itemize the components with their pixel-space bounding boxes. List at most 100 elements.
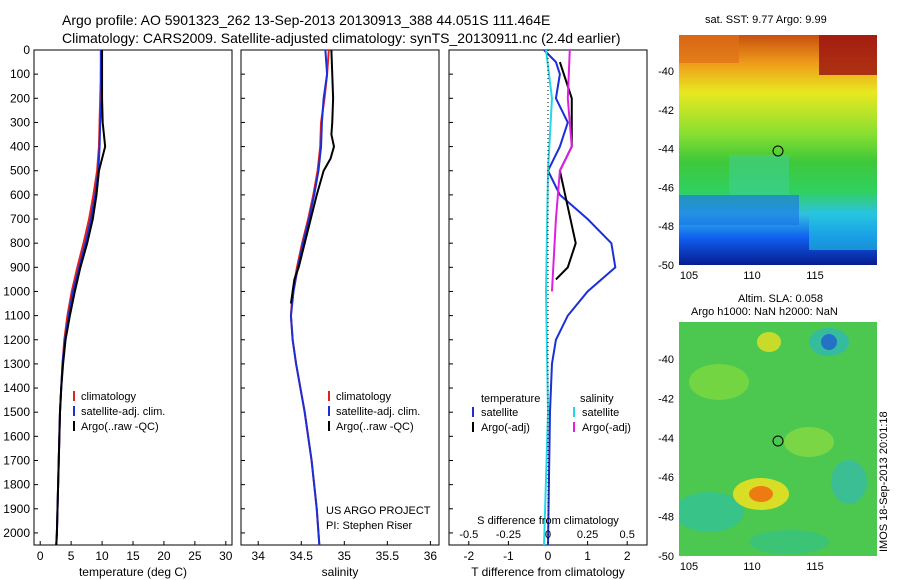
map-x-tick-label: 110 — [743, 270, 761, 282]
legend-header-temperature: temperature — [481, 393, 540, 405]
sst-map-canvas — [679, 35, 877, 265]
series-line-argo--adj- — [550, 49, 573, 292]
y-tick-label: 1700 — [3, 453, 30, 467]
x-tick-label-secondary: 0 — [545, 529, 551, 541]
x-tick-label-secondary: -0.25 — [496, 529, 521, 541]
series-line-satellite-adj--clim- — [55, 50, 103, 546]
x-axis-label: temperature (deg C) — [79, 565, 187, 579]
legend-label: Argo(..raw -QC) — [336, 421, 414, 433]
legend-label: climatology — [81, 391, 137, 403]
x-tick-label: 34 — [252, 549, 266, 563]
plot-frame-1 — [240, 49, 440, 546]
map-y-tick-label: -48 — [658, 512, 674, 524]
sla-map-canvas — [674, 322, 877, 556]
x-tick-label: 25 — [188, 549, 202, 563]
y-tick-label: 500 — [10, 164, 30, 178]
sla-map-title2: Argo h1000: NaN h2000: NaN — [691, 306, 838, 318]
x-tick-label: 30 — [219, 549, 233, 563]
legend-label: Argo(-adj) — [582, 422, 631, 434]
argo-location-marker — [772, 145, 784, 157]
annotation-text: PI: Stephen Riser — [326, 520, 413, 532]
series-line-argo---raw--qc- — [55, 50, 107, 546]
x-tick-label: -2 — [463, 549, 474, 563]
y-tick-label: 1200 — [3, 333, 30, 347]
legend-label: Argo(..raw -QC) — [81, 421, 159, 433]
y-tick-label: 900 — [10, 260, 30, 274]
x-tick-label: 5 — [68, 549, 75, 563]
figure-title-line1: Argo profile: AO 5901323_262 13-Sep-2013… — [62, 12, 551, 28]
legend-label: Argo(-adj) — [481, 422, 530, 434]
series-line-satellite — [543, 49, 617, 546]
series-line-satellite-adj--clim- — [289, 49, 329, 546]
sla-map-title1: Altim. SLA: 0.058 — [738, 293, 823, 305]
x-tick-label: 34.5 — [290, 549, 314, 563]
x-tick-label: 20 — [157, 549, 171, 563]
y-tick-label: 200 — [10, 91, 30, 105]
y-tick-label: 300 — [10, 115, 30, 129]
series-line-climatology — [289, 49, 330, 546]
x-tick-label: 35 — [338, 549, 352, 563]
legend-label: satellite — [582, 407, 619, 419]
legend-label: satellite-adj. clim. — [81, 406, 165, 418]
figure-title-line2: Climatology: CARS2009. Satellite-adjuste… — [62, 30, 621, 46]
map-x-tick-label: 115 — [806, 561, 824, 573]
y-tick-label: 2000 — [3, 526, 30, 540]
y-tick-label: 700 — [10, 212, 30, 226]
x-tick-label: -1 — [503, 549, 514, 563]
series-line-argo--adj- — [555, 61, 577, 281]
map-y-tick-label: -40 — [658, 354, 674, 366]
y-tick-label: 1500 — [3, 405, 30, 419]
map-y-tick-label: -46 — [658, 472, 674, 484]
sst-map-title: sat. SST: 9.77 Argo: 9.99 — [705, 14, 827, 26]
sst-map — [679, 35, 877, 265]
plot-frame-0 — [33, 49, 233, 546]
x-tick-label: 2 — [624, 549, 631, 563]
y-tick-label: 100 — [10, 67, 30, 81]
map-y-tick-label: -40 — [658, 66, 674, 78]
x-tick-label-secondary: -0.5 — [459, 529, 478, 541]
y-tick-label: 1300 — [3, 357, 30, 371]
map-y-tick-label: -44 — [658, 433, 674, 445]
series-line-climatology — [55, 49, 103, 546]
imos-stamp: IMOS 18-Sep-2013 20:01:18 — [878, 411, 890, 552]
map-x-tick-label: 105 — [680, 270, 698, 282]
annotation-text: US ARGO PROJECT — [326, 505, 431, 517]
x-axis-label: salinity — [322, 565, 359, 579]
x-tick-label: 0 — [37, 549, 44, 563]
map-x-tick-label: 105 — [680, 561, 698, 573]
argo-location-marker-sla — [772, 435, 784, 447]
map-y-tick-label: -48 — [658, 221, 674, 233]
legend-label: satellite-adj. clim. — [336, 406, 420, 418]
sla-map — [674, 322, 877, 556]
map-x-tick-label: 115 — [806, 270, 824, 282]
map-y-tick-label: -50 — [658, 260, 674, 272]
legend-header-salinity: salinity — [580, 393, 614, 405]
y-tick-label: 1100 — [4, 309, 30, 323]
y-tick-label: 1000 — [3, 284, 30, 298]
y-tick-label: 600 — [10, 188, 30, 202]
map-y-tick-label: -42 — [658, 105, 674, 117]
y-tick-label: 1800 — [3, 478, 30, 492]
legend-label: climatology — [336, 391, 392, 403]
y-tick-label: 1400 — [3, 381, 30, 395]
x-tick-label-secondary: 0.5 — [620, 529, 635, 541]
y-tick-label: 0 — [23, 43, 30, 57]
x-tick-label: 1 — [584, 549, 591, 563]
map-y-tick-label: -44 — [658, 144, 674, 156]
series-line-satellite — [543, 49, 553, 546]
legend-label: satellite — [481, 407, 518, 419]
x-tick-label-secondary: 0.25 — [577, 529, 598, 541]
x-tick-label: 35.5 — [376, 549, 400, 563]
map-y-tick-label: -42 — [658, 393, 674, 405]
x-tick-label: 0 — [545, 549, 552, 563]
series-line-argo---raw--qc- — [289, 49, 336, 304]
map-y-tick-label: -46 — [658, 182, 674, 194]
y-tick-label: 1600 — [3, 429, 30, 443]
x-tick-label: 10 — [95, 549, 109, 563]
map-x-tick-label: 110 — [743, 561, 761, 573]
x-axis-label: T difference from climatology — [471, 565, 625, 579]
x-tick-label: 15 — [126, 549, 140, 563]
x-axis-label-secondary: S difference from climatology — [477, 515, 619, 527]
map-y-tick-label: -50 — [658, 551, 674, 563]
